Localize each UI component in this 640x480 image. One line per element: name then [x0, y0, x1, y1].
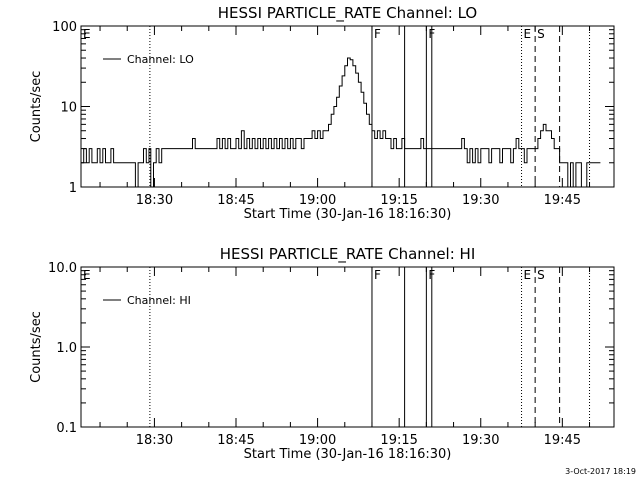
x-tick-label: 18:30: [136, 433, 173, 448]
x-tick-label: 19:15: [380, 193, 417, 208]
event-marker-label: E: [83, 268, 91, 282]
chart-title: HESSI PARTICLE_RATE Channel: HI: [220, 245, 476, 264]
event-marker-label: E: [524, 268, 532, 282]
chart-title: HESSI PARTICLE_RATE Channel: LO: [218, 4, 477, 23]
x-tick-label: 18:30: [136, 193, 173, 208]
chart-panel-1: HESSI PARTICLE_RATE Channel: LO 1 10 100 18:…: [29, 4, 615, 222]
x-tick-label: 19:45: [544, 193, 581, 208]
legend-entry: Channel: LO: [127, 53, 194, 66]
event-marker-label: F: [374, 268, 381, 282]
event-marker-label: F: [374, 27, 381, 41]
event-marker-label: S: [537, 268, 545, 282]
y-tick-label: 0.1: [56, 421, 77, 436]
series-line: [81, 57, 601, 188]
x-tick-label: 19:30: [462, 193, 499, 208]
y-axis-label: Counts/sec: [29, 311, 44, 383]
y-tick-label: 100: [52, 20, 77, 35]
x-tick-label: 19:30: [462, 433, 499, 448]
x-tick-label: 19:00: [299, 193, 336, 208]
chart-panel-2: HESSI PARTICLE_RATE Channel: HI 0.1 1.0 10.…: [29, 245, 615, 462]
x-axis-label: Start Time (30-Jan-16 18:16:30): [244, 207, 452, 222]
axes-frame: [80, 266, 615, 428]
x-axis-label: Start Time (30-Jan-16 18:16:30): [244, 447, 452, 462]
y-tick-label: 10: [60, 101, 77, 116]
legend-entry: Channel: HI: [127, 294, 191, 307]
x-tick-label: 19:45: [544, 433, 581, 448]
y-tick-label: 10.0: [48, 261, 77, 276]
y-tick-label: 1.0: [56, 341, 77, 356]
event-marker-label: E: [83, 27, 91, 41]
event-marker-label: S: [537, 27, 545, 41]
y-tick-label: 1: [69, 181, 77, 196]
x-tick-label: 19:15: [380, 433, 417, 448]
x-tick-label: 18:45: [217, 193, 254, 208]
y-axis-label: Counts/sec: [29, 71, 44, 143]
x-tick-label: 18:45: [217, 433, 254, 448]
x-tick-label: 19:00: [299, 433, 336, 448]
event-marker-label: E: [524, 27, 532, 41]
timestamp-label: 3-Oct-2017 18:19: [565, 467, 636, 476]
